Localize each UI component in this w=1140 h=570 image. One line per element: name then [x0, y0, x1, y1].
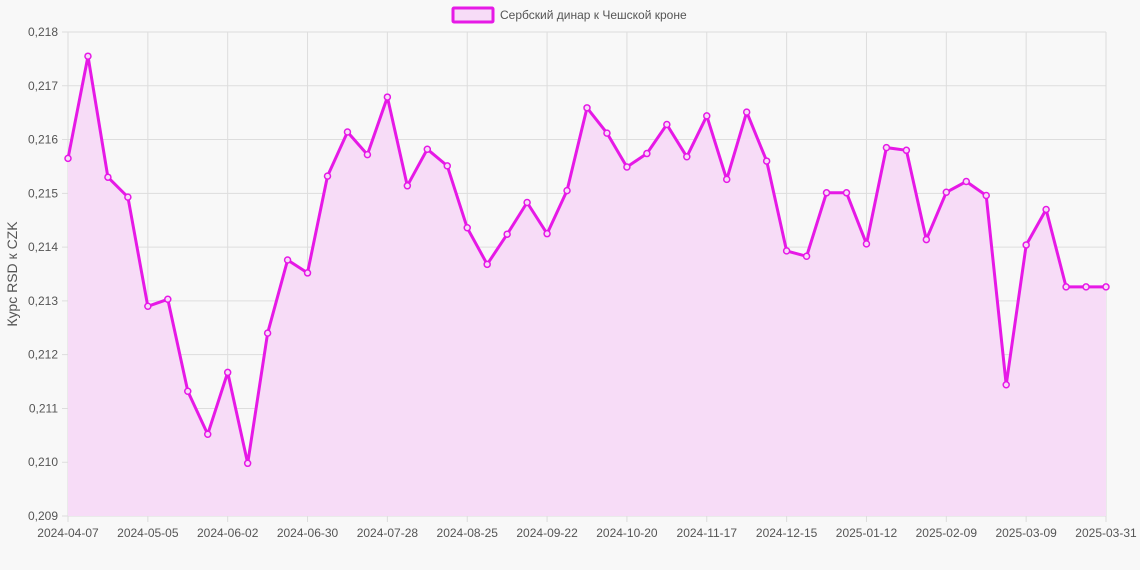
data-point: [1002, 381, 1010, 389]
data-point: [822, 189, 831, 197]
x-tick-label: 2024-09-22: [516, 526, 578, 540]
data-point: [283, 256, 292, 264]
legend-label: Сербский динар к Чешской кроне: [500, 8, 687, 22]
data-point: [643, 149, 651, 158]
data-point: [722, 175, 731, 184]
data-point: [104, 173, 112, 181]
x-tick-label: 2024-04-07: [37, 526, 99, 540]
data-point: [443, 162, 452, 170]
x-tick-label: 2025-03-09: [995, 526, 1057, 540]
legend[interactable]: Сербский динар к Чешской кроне: [451, 6, 687, 24]
data-point: [503, 230, 511, 238]
data-point: [164, 295, 172, 304]
x-tick-label: 2024-05-05: [117, 526, 179, 540]
data-point: [583, 104, 591, 112]
data-point: [543, 229, 551, 238]
data-point: [1102, 283, 1110, 291]
data-point: [343, 128, 352, 136]
x-tick-label: 2024-12-15: [756, 526, 818, 540]
data-point: [423, 145, 432, 153]
data-point: [323, 172, 332, 180]
y-tick-label: 0,216: [28, 133, 58, 147]
x-tick-label: 2025-02-09: [916, 526, 978, 540]
data-point: [982, 191, 990, 200]
data-point: [742, 108, 751, 116]
data-point: [902, 146, 911, 155]
data-point: [623, 163, 631, 171]
data-point: [1062, 283, 1070, 291]
data-point: [84, 52, 92, 60]
y-tick-label: 0,211: [29, 401, 58, 415]
data-point: [383, 93, 392, 101]
y-tick-label: 0,214: [28, 240, 58, 254]
data-point: [663, 120, 671, 129]
x-tick-label: 2024-06-30: [277, 526, 339, 540]
data-point: [762, 157, 771, 165]
y-axis-ticks: 0,209 0,210 0,211 0,212 0,213 0,214 0,215 0,216…: [28, 25, 58, 523]
data-point: [782, 247, 791, 255]
y-tick-label: 0,215: [28, 186, 58, 200]
data-point: [1022, 241, 1030, 249]
x-tick-label: 2025-01-12: [836, 526, 898, 540]
x-tick-label: 2024-10-20: [596, 526, 658, 540]
x-tick-label: 2024-06-02: [197, 526, 259, 540]
x-axis-ticks: 2024-04-07 2024-05-05 2024-06-02 2024-06-30…: [37, 526, 1137, 540]
data-point: [1082, 283, 1090, 291]
data-point: [263, 329, 272, 337]
data-point: [223, 368, 232, 377]
data-point: [1042, 205, 1050, 214]
data-point: [363, 150, 372, 159]
data-point: [124, 193, 132, 201]
y-tick-label: 0,217: [28, 79, 58, 93]
data-point: [683, 153, 691, 161]
data-point: [862, 240, 871, 248]
data-point: [802, 252, 811, 261]
x-tick-label: 2024-07-28: [357, 526, 419, 540]
data-point: [603, 129, 611, 137]
data-point: [144, 302, 152, 311]
data-point: [523, 198, 531, 207]
data-point: [203, 430, 212, 439]
data-point: [403, 182, 412, 190]
series-area-fill: [68, 56, 1106, 516]
data-point: [922, 235, 931, 244]
data-points: [64, 52, 1110, 468]
data-point: [563, 186, 571, 195]
legend-swatch[interactable]: [451, 6, 495, 24]
data-point: [243, 459, 252, 468]
y-tick-label: 0,210: [28, 455, 58, 469]
y-axis-title: Курс RSD к CZK: [4, 221, 20, 327]
data-point: [842, 189, 851, 197]
y-tick-label: 0,213: [28, 294, 58, 308]
y-tick-label: 0,218: [28, 25, 58, 39]
data-point: [882, 143, 891, 152]
data-point: [64, 154, 72, 163]
data-point: [463, 224, 471, 232]
y-tick-label: 0,209: [28, 509, 58, 523]
data-point: [942, 188, 951, 197]
data-point: [184, 387, 192, 395]
x-tick-label: 2025-03-31: [1075, 526, 1137, 540]
data-point: [483, 260, 491, 269]
y-tick-label: 0,212: [28, 348, 58, 362]
data-point: [303, 269, 312, 277]
x-tick-label: 2024-08-25: [437, 526, 499, 540]
data-point: [703, 112, 711, 120]
data-point: [962, 177, 971, 186]
x-tick-label: 2024-11-17: [677, 526, 738, 540]
